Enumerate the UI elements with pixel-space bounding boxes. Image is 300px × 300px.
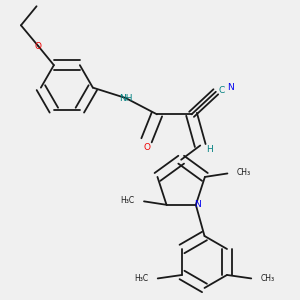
Text: CH₃: CH₃ bbox=[261, 274, 275, 283]
Text: H₃C: H₃C bbox=[134, 274, 148, 283]
Text: NH: NH bbox=[119, 94, 133, 103]
Text: H₃C: H₃C bbox=[120, 196, 134, 205]
Text: N: N bbox=[227, 83, 234, 92]
Text: C: C bbox=[219, 85, 225, 94]
Text: O: O bbox=[143, 143, 150, 152]
Text: N: N bbox=[194, 200, 201, 209]
Text: CH₃: CH₃ bbox=[237, 168, 251, 177]
Text: O: O bbox=[35, 42, 42, 51]
Text: H: H bbox=[207, 145, 213, 154]
